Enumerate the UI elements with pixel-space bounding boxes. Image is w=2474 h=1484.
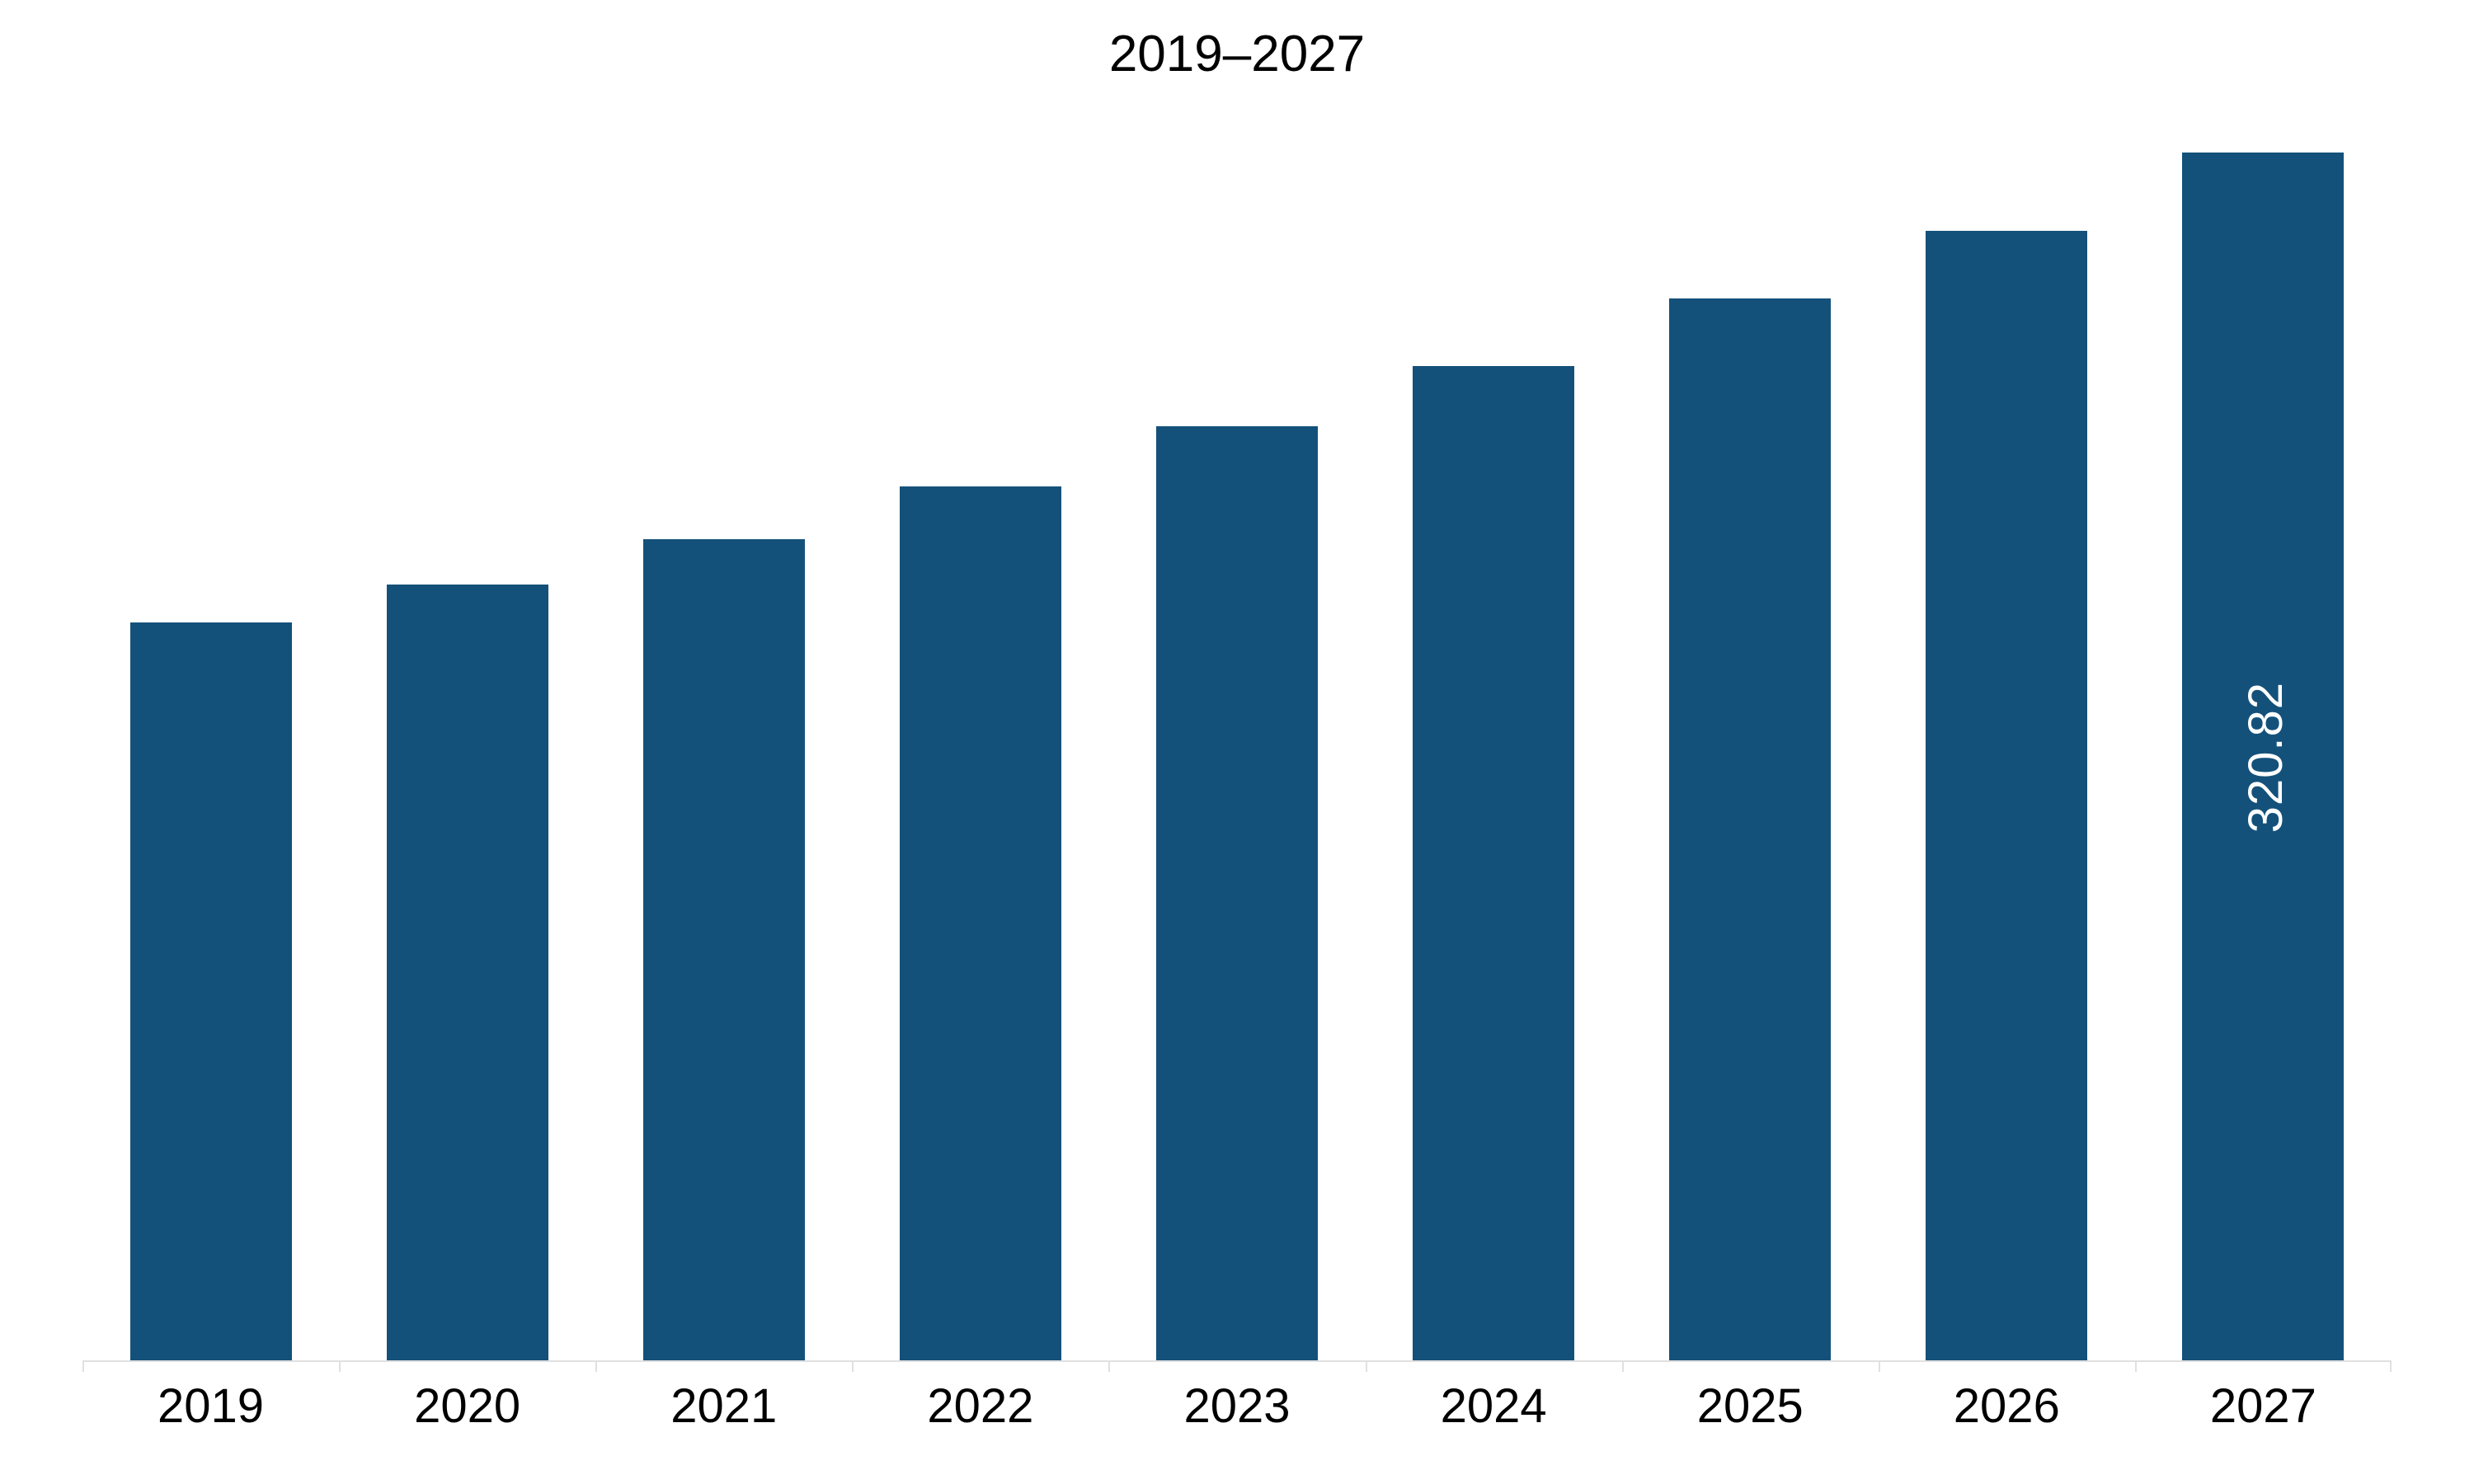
x-tick [852, 1360, 854, 1372]
x-axis-label: 2027 [2135, 1378, 2392, 1434]
x-axis-labels: 201920202021202220232024202520262027 [82, 1378, 2392, 1434]
x-tick [595, 1360, 597, 1372]
bar-slot [1108, 99, 1365, 1360]
plot-area: 320.82 [82, 99, 2392, 1360]
bar [387, 585, 548, 1360]
bar [643, 539, 805, 1360]
bar-slot: 320.82 [2135, 99, 2392, 1360]
bar-slot [852, 99, 1108, 1360]
x-tick [339, 1360, 341, 1372]
x-tick-slot [1622, 1360, 1879, 1372]
x-axis-label: 2024 [1366, 1378, 1622, 1434]
x-tick-slot [2135, 1360, 2392, 1372]
bar-slot [1879, 99, 2135, 1360]
bar-value-label: 320.82 [2238, 682, 2293, 833]
bar [900, 486, 1061, 1360]
x-axis-ticks [82, 1360, 2392, 1372]
bar-slot [82, 99, 339, 1360]
x-axis-label: 2026 [1879, 1378, 2135, 1434]
chart-title: 2019–2027 [0, 25, 2474, 83]
bar [1413, 366, 1574, 1360]
bar-slot [339, 99, 595, 1360]
x-tick-slot [595, 1360, 852, 1372]
x-axis-label: 2025 [1622, 1378, 1879, 1434]
x-axis-label: 2022 [852, 1378, 1108, 1434]
bar [130, 622, 292, 1360]
bar [1156, 426, 1318, 1360]
x-tick-slot [82, 1360, 339, 1372]
x-tick-slot [852, 1360, 1108, 1372]
x-tick-slot [1108, 1360, 1365, 1372]
bar: 320.82 [2182, 153, 2344, 1360]
x-tick [2390, 1360, 2392, 1372]
bar [1926, 231, 2087, 1360]
bar-slot [595, 99, 852, 1360]
x-tick [1622, 1360, 1624, 1372]
x-axis-label: 2019 [82, 1378, 339, 1434]
x-axis-label: 2020 [339, 1378, 595, 1434]
bars-region: 320.82 [82, 99, 2392, 1360]
x-axis: 201920202021202220232024202520262027 [82, 1360, 2392, 1451]
bar [1669, 298, 1831, 1360]
x-tick [82, 1360, 84, 1372]
x-tick [1366, 1360, 1367, 1372]
bar-slot [1622, 99, 1879, 1360]
x-tick [2135, 1360, 2137, 1372]
bar-chart: 2019–2027 320.82 20192020202120222023202… [0, 0, 2474, 1484]
x-axis-label: 2023 [1108, 1378, 1365, 1434]
bar-slot [1366, 99, 1622, 1360]
x-tick [1108, 1360, 1110, 1372]
x-tick-slot [1366, 1360, 1622, 1372]
x-tick [1879, 1360, 1880, 1372]
x-tick-slot [1879, 1360, 2135, 1372]
x-tick-slot [339, 1360, 595, 1372]
x-axis-label: 2021 [595, 1378, 852, 1434]
